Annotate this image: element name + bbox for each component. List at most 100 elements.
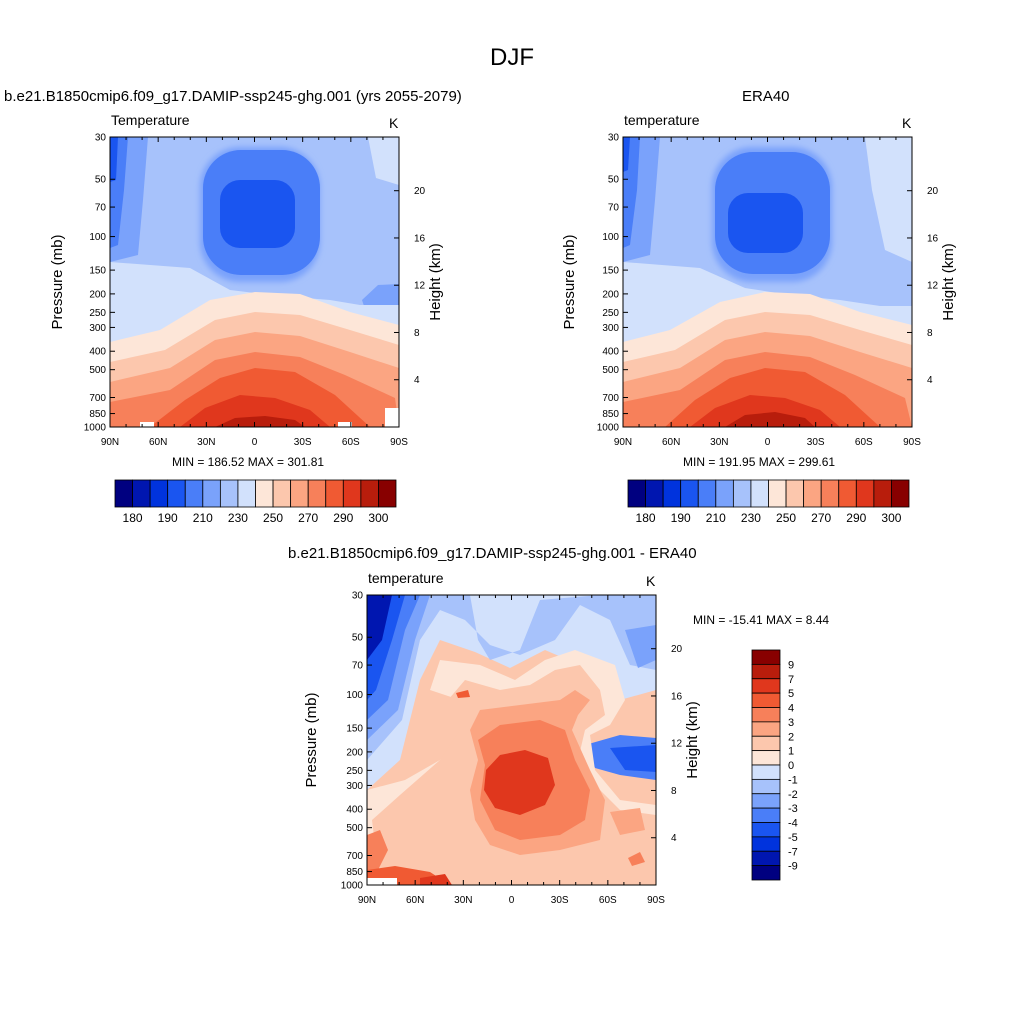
model-x-tick-label: 90S (390, 437, 408, 448)
diff-y-tick-label: 30 (352, 591, 364, 602)
diff-x-tick-label: 0 (509, 895, 515, 906)
diff-x-tick-label: 90S (647, 895, 665, 906)
diff-colorbar-box (751, 778, 781, 795)
diff-colorbar-box (751, 793, 781, 809)
diff-y-tick-label: 300 (346, 781, 363, 792)
era-colorbar-box (750, 479, 769, 508)
era-x-tick-label: 60S (855, 437, 873, 448)
diff-y-tick-label: 1000 (341, 881, 364, 892)
era-colorbar-label: 300 (881, 511, 901, 525)
diff-colorbar-label: 3 (788, 717, 794, 729)
diff-x-tick-label: 60S (599, 895, 617, 906)
diff-colorbar-box (751, 692, 781, 708)
diff-y-tick-label: 150 (346, 724, 363, 735)
model-colorbar-label: 180 (123, 511, 143, 525)
model-subtitle-left: Temperature (111, 112, 190, 128)
era-y-tick-label: 250 (602, 308, 619, 319)
era-colorbar-box (820, 479, 840, 508)
era-colorbar-box (715, 479, 734, 508)
model-colorbar-box (325, 479, 344, 508)
era-subtitle-left: temperature (624, 112, 700, 128)
era-colorbar-box (891, 479, 910, 508)
era-y-tick-label: 400 (602, 347, 619, 358)
era-contour-field (623, 137, 912, 427)
diff-y2-tick-label: 8 (671, 786, 677, 797)
diff-colorbar-label: 0 (788, 760, 794, 772)
diff-colorbar-box (751, 764, 781, 780)
model-x-tick-label: 30S (294, 437, 312, 448)
model-y2-axis-label: Height (km) (427, 243, 444, 321)
diff-colorbar-box (751, 707, 781, 723)
model-x-tick-label: 60S (342, 437, 360, 448)
era-y-axis-label: Pressure (mb) (561, 234, 578, 329)
era-y-tick-label: 850 (602, 409, 619, 420)
diff-colorbar-label: 4 (788, 703, 794, 715)
era-y-tick-label: 1000 (597, 423, 620, 434)
era-colorbar-label: 250 (776, 511, 796, 525)
diff-contour-field (367, 595, 656, 885)
model-contour-field (110, 137, 399, 427)
diff-colorbar-label: -4 (788, 818, 798, 830)
era-x-tick-label: 0 (765, 437, 771, 448)
model-colorbar-label: 250 (263, 511, 283, 525)
diff-y-tick-label: 250 (346, 766, 363, 777)
diff-y-tick-label: 700 (346, 851, 363, 862)
diff-colorbar-label: 2 (788, 731, 794, 743)
era-colorbar-box (803, 479, 822, 508)
model-y-tick-label: 500 (89, 365, 106, 376)
model-x-tick-label: 0 (252, 437, 258, 448)
era-x-tick-label: 30S (807, 437, 825, 448)
diff-y2-axis-label: Height (km) (684, 701, 701, 779)
diff-subtitle-left: temperature (368, 570, 444, 586)
model-y-tick-label: 400 (89, 347, 106, 358)
era-y2-tick-label: 8 (927, 328, 933, 339)
diff-y2-tick-label: 16 (671, 691, 683, 702)
diff-x-tick-label: 60N (406, 895, 424, 906)
era-y-tick-label: 150 (602, 266, 619, 277)
model-colorbar-box (114, 479, 133, 508)
diff-y-tick-label: 500 (346, 823, 363, 834)
model-colorbar-box (290, 479, 309, 508)
era-y-tick-label: 30 (608, 133, 620, 144)
diff-y-tick-label: 50 (352, 633, 364, 644)
era-y-tick-label: 100 (602, 232, 619, 243)
diff-y-tick-label: 200 (346, 747, 363, 758)
diff-minmax: MIN = -15.41 MAX = 8.44 (693, 613, 830, 627)
diff-y-tick-label: 400 (346, 805, 363, 816)
era-colorbar-box (697, 479, 717, 508)
diff-colorbar-box (751, 750, 781, 766)
era-x-tick-label: 30N (710, 437, 728, 448)
era-colorbar-box (768, 479, 787, 508)
model-y-tick-label: 150 (89, 266, 106, 277)
model-colorbar-box (184, 479, 204, 508)
era-panel-title: ERA40 (742, 88, 790, 105)
model-y-tick-label: 50 (95, 175, 107, 186)
diff-colorbar-label: 1 (788, 746, 794, 758)
era-colorbar-box (680, 479, 699, 508)
era-y2-tick-label: 16 (927, 233, 939, 244)
diff-y-tick-label: 850 (346, 867, 363, 878)
diff-units: K (646, 573, 656, 589)
diff-colorbar-label: -7 (788, 846, 798, 858)
model-y2-tick-label: 16 (414, 233, 426, 244)
era-colorbar-label: 180 (636, 511, 656, 525)
model-colorbar-box (202, 479, 221, 508)
era-colorbar-label: 190 (671, 511, 691, 525)
model-colorbar-box (342, 479, 362, 508)
diff-x-tick-label: 90N (358, 895, 376, 906)
diff-colorbar-label: 9 (788, 659, 794, 671)
model-y-tick-label: 30 (95, 133, 107, 144)
model-y-axis-label: Pressure (mb) (49, 234, 66, 329)
diff-y-axis-label: Pressure (mb) (303, 692, 320, 787)
diff-colorbar-label: -5 (788, 832, 798, 844)
era-colorbar-box (645, 479, 664, 508)
diff-colorbar-box (751, 721, 781, 737)
model-colorbar-box (378, 479, 397, 508)
model-y-tick-label: 250 (89, 308, 106, 319)
era-colorbar-label: 270 (811, 511, 831, 525)
era-y2-tick-label: 20 (927, 186, 939, 197)
model-colorbar-box (307, 479, 327, 508)
model-y-tick-label: 700 (89, 393, 106, 404)
era-colorbar-box (662, 479, 682, 508)
